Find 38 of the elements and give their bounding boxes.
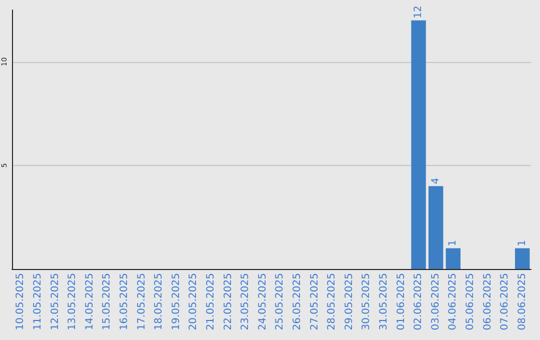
x-tick-label: 16.05.2025 <box>118 273 130 330</box>
data-label: 1 <box>448 240 459 246</box>
x-tick-label: 07.06.2025 <box>500 273 511 330</box>
x-tick-label: 29.05.2025 <box>344 273 355 330</box>
x-tick-label: 21.05.2025 <box>205 273 216 330</box>
x-tick-label: 12.05.2025 <box>50 273 61 330</box>
bar <box>428 186 444 269</box>
x-tick-label: 01.06.2025 <box>396 273 407 330</box>
data-label: 1 <box>516 240 528 246</box>
x-tick-label: 31.05.2025 <box>378 273 390 330</box>
x-tick-label: 05.06.2025 <box>464 273 476 330</box>
x-tick-label: 26.05.2025 <box>292 273 303 330</box>
x-tick-label: 10.05.2025 <box>15 273 26 330</box>
bar <box>446 248 461 269</box>
x-tick-label: 22.05.2025 <box>222 273 234 330</box>
data-label: 4 <box>430 178 442 184</box>
x-tick-label: 15.05.2025 <box>102 273 113 330</box>
x-tick-label: 30.05.2025 <box>361 273 372 330</box>
x-tick-label: 13.05.2025 <box>67 273 78 330</box>
x-tick-label: 08.06.2025 <box>516 273 528 330</box>
x-tick-label: 23.05.2025 <box>240 273 252 330</box>
bar <box>514 248 530 269</box>
x-tick-label: 18.05.2025 <box>154 273 165 330</box>
x-tick-label: 28.05.2025 <box>326 273 338 330</box>
bar <box>411 20 426 269</box>
x-tick-label: 14.05.2025 <box>84 273 96 330</box>
x-tick-label: 06.06.2025 <box>482 273 494 330</box>
x-tick-label: 24.05.2025 <box>257 273 268 330</box>
x-tick-label: 27.05.2025 <box>309 273 320 330</box>
x-tick-label: 11.05.2025 <box>32 273 44 330</box>
x-tick-label: 17.05.2025 <box>136 273 148 330</box>
x-tick-label: 20.05.2025 <box>188 273 200 330</box>
x-tick-label: 04.06.2025 <box>448 273 459 330</box>
x-tick-label: 25.05.2025 <box>274 273 286 330</box>
x-tick-label: 19.05.2025 <box>170 273 182 330</box>
x-tick-label: 02.06.2025 <box>413 273 424 330</box>
x-tick-label: 03.06.2025 <box>430 273 442 330</box>
data-label: 12 <box>413 6 424 18</box>
